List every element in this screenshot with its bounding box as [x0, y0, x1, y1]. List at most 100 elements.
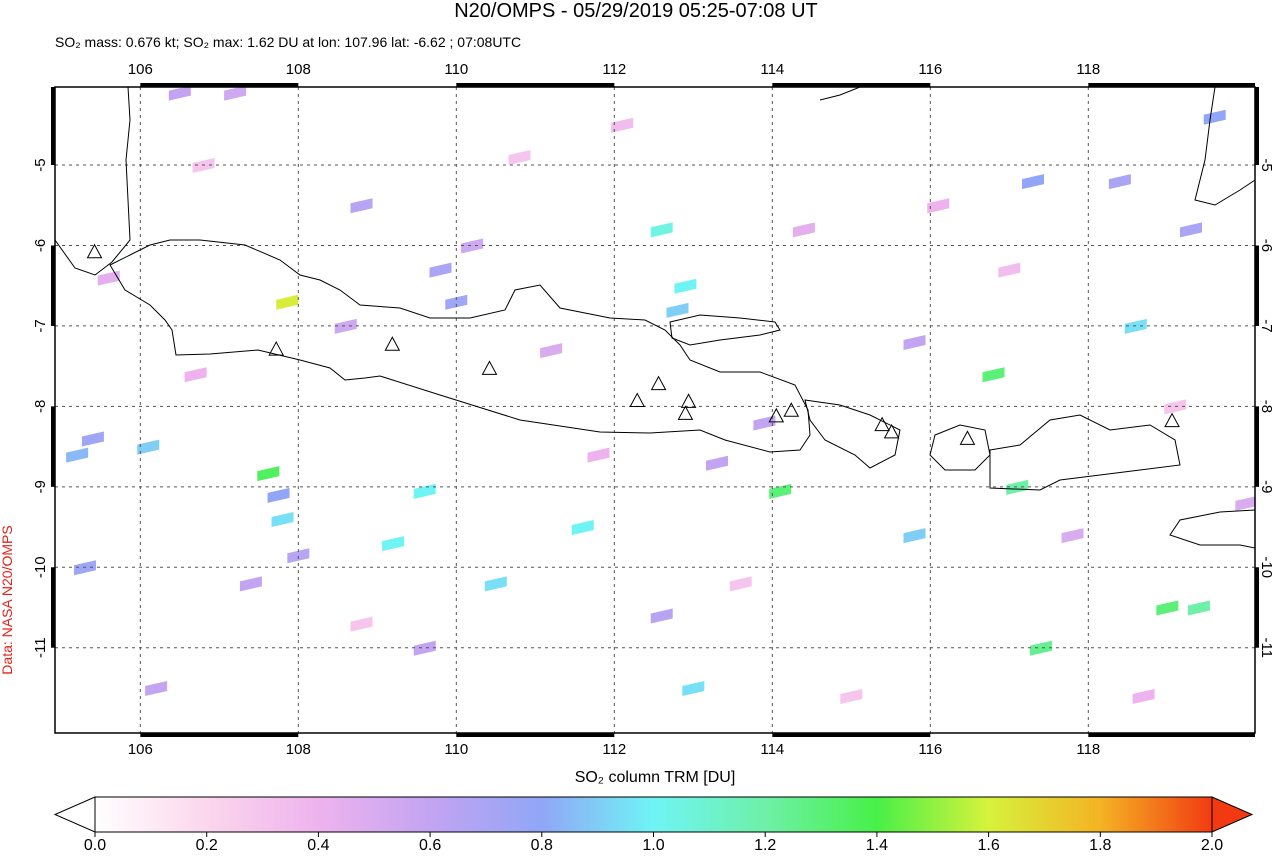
so2-pixel	[753, 415, 776, 431]
so2-pixel	[484, 576, 507, 592]
so2-pixel	[224, 87, 247, 101]
volcano	[959, 430, 976, 445]
so2-pixel	[1203, 109, 1226, 125]
so2-pixel	[674, 278, 697, 294]
colorbar-under	[53, 796, 96, 833]
so2-pixel	[729, 576, 752, 592]
y-tick-label-right: -11	[1258, 637, 1272, 658]
so2-pixel	[587, 447, 610, 463]
x-tick-label-bottom: 110	[444, 741, 468, 758]
colorbar-tick-label: 2.0	[1201, 837, 1223, 853]
frame-bar	[140, 733, 299, 737]
volcano	[650, 375, 667, 391]
subtitle: SO₂ mass: 0.676 kt; SO₂ max: 1.62 DU at …	[55, 34, 521, 50]
volcano	[86, 243, 103, 259]
coast-sulawesi	[1194, 87, 1255, 206]
frame-bar	[1255, 245, 1259, 326]
x-tick-label-top: 106	[128, 61, 153, 78]
frame-bar	[772, 733, 931, 737]
so2-pixel	[445, 294, 468, 310]
colorbar-tick-label: 1.8	[1089, 837, 1111, 853]
colorbar	[94, 796, 1213, 833]
volcano	[384, 336, 401, 351]
x-tick-label-top: 118	[1076, 61, 1100, 78]
y-tick-label-left: -9	[32, 480, 49, 493]
so2-pixel	[334, 318, 357, 334]
x-tick-label-top: 112	[602, 61, 626, 78]
colorbar-label: SO₂ column TRM [DU]	[575, 769, 736, 786]
so2-pixel	[145, 680, 168, 696]
volcano	[768, 407, 785, 423]
colorbar-tick-label: 0.8	[531, 837, 553, 853]
so2-pixel	[540, 343, 563, 359]
x-tick-label-bottom: 118	[1076, 741, 1100, 758]
frame-bar	[51, 245, 55, 326]
colorbar-tick-label: 1.0	[642, 837, 664, 853]
x-tick-label-top: 110	[444, 61, 468, 78]
colorbar-tick-label: 0.4	[307, 837, 329, 853]
so2-pixel	[982, 367, 1005, 383]
so2-pixel	[137, 439, 160, 455]
y-tick-label-right: -6	[1258, 239, 1272, 252]
so2-pixel	[611, 117, 634, 133]
so2-pixel	[1156, 600, 1179, 616]
colorbar-tick-label: 1.2	[754, 837, 776, 853]
volcano	[481, 360, 498, 375]
pixel-layer	[66, 87, 1255, 704]
chart-title: N20/OMPS - 05/29/2019 05:25-07:08 UT	[454, 0, 818, 22]
so2-pixel	[350, 198, 373, 214]
volcano	[268, 341, 285, 356]
y-tick-label-right: -9	[1258, 480, 1272, 493]
x-tick-label-bottom: 114	[760, 741, 784, 758]
so2-pixel	[1187, 600, 1210, 616]
so2-pixel	[1029, 640, 1052, 656]
so2-pixel	[287, 548, 310, 564]
so2-pixel	[267, 487, 290, 503]
so2-pixel	[168, 87, 191, 101]
frame-bar	[51, 567, 55, 648]
map-frame	[54, 86, 1256, 734]
colorbar-tick-label: 1.4	[866, 837, 888, 853]
volcano	[677, 405, 694, 420]
y-tick-label-right: -8	[1258, 400, 1272, 413]
so2-pixel	[184, 367, 207, 383]
coast-borneo	[819, 87, 861, 101]
colorbar-tick-label: 1.6	[977, 837, 999, 853]
so2-pixel	[1108, 174, 1131, 190]
frame-bar	[1255, 87, 1259, 166]
so2-pixel	[840, 688, 863, 704]
so2-pixel	[1180, 222, 1203, 238]
so2-pixel	[382, 536, 405, 552]
colorbar-over	[1211, 796, 1254, 833]
so2-pixel	[413, 483, 436, 499]
volcano	[680, 393, 697, 408]
x-tick-label-top: 108	[286, 61, 311, 78]
so2-pixel	[350, 616, 373, 632]
x-tick-label-bottom: 106	[128, 741, 153, 758]
x-tick-label-bottom: 116	[918, 741, 942, 758]
so2-pixel	[706, 455, 729, 471]
x-tick-label-bottom: 112	[602, 741, 626, 758]
y-tick-label-right: -7	[1258, 319, 1272, 332]
so2-pixel	[413, 640, 436, 656]
so2-pixel	[1132, 688, 1155, 704]
y-tick-label-left: -8	[32, 400, 49, 413]
frame-bar	[1255, 567, 1259, 648]
so2-pixel	[650, 608, 673, 624]
so2-pixel	[927, 198, 950, 214]
frame-bar	[772, 83, 931, 87]
y-tick-label-left: -7	[32, 319, 49, 332]
coastlines	[55, 87, 1255, 549]
frame-bar	[1088, 83, 1255, 87]
so2-pixel	[1022, 174, 1045, 190]
volcano	[874, 416, 890, 432]
frame-bar	[1088, 733, 1255, 737]
y-tick-label-right: -5	[1258, 158, 1272, 171]
volcano-layer	[86, 243, 1180, 445]
so2-pixel	[998, 262, 1021, 278]
so2-pixel	[1006, 479, 1029, 495]
coast-sumbawa	[989, 414, 1181, 491]
so2-pixel	[81, 431, 104, 447]
